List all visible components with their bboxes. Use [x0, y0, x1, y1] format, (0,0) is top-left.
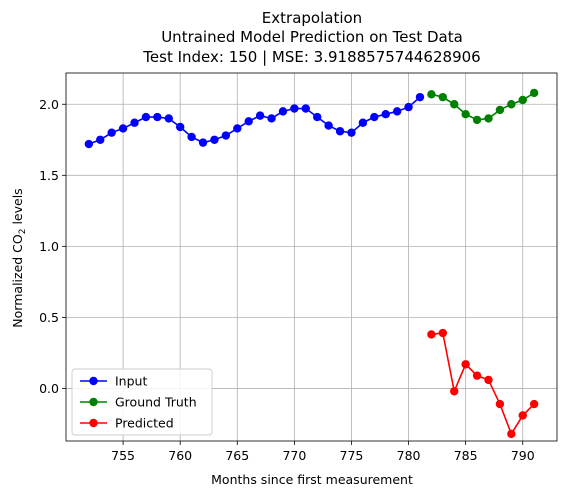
- predicted-line: [431, 332, 535, 436]
- y-axis-label-tail: levels: [10, 188, 25, 228]
- legend-box: [71, 368, 213, 436]
- title-line-3: Test Index: 150 | MSE: 3.918857574462890…: [142, 48, 480, 66]
- y-tick-label: 0.0: [39, 381, 59, 396]
- ground-truth-point: [484, 114, 493, 123]
- x-tick-label: 770: [282, 448, 306, 463]
- x-tick-label: 785: [454, 448, 478, 463]
- y-axis-label-main: Normalized CO: [10, 234, 25, 328]
- x-tick-label: 790: [511, 448, 535, 463]
- ground-truth-point: [427, 90, 436, 99]
- title-line-2: Untrained Model Prediction on Test Data: [161, 28, 463, 46]
- predicted-point: [495, 399, 505, 409]
- y-axis-ticks: 0.0 0.5 1.0 1.5 2.0: [39, 97, 66, 396]
- legend: Input Ground Truth Predicted: [71, 368, 213, 436]
- title-line-1: Extrapolation: [262, 9, 362, 27]
- input-point: [301, 104, 310, 113]
- input-point: [381, 110, 390, 119]
- predicted-point: [507, 429, 516, 439]
- input-point: [96, 135, 105, 144]
- input-point: [107, 128, 116, 137]
- input-point: [324, 121, 333, 130]
- legend-ground-truth-marker: [89, 397, 98, 407]
- ground-truth-point: [450, 100, 459, 109]
- predicted-point: [484, 375, 493, 385]
- input-point: [267, 114, 276, 123]
- predicted-point: [450, 387, 459, 396]
- input-point: [141, 112, 151, 122]
- input-point: [233, 124, 242, 133]
- input-point: [313, 112, 322, 122]
- plot-frame: [65, 72, 558, 442]
- input-point: [404, 102, 413, 112]
- input-point: [278, 107, 288, 116]
- plot-series: [84, 88, 539, 439]
- ground-truth-point: [495, 105, 505, 115]
- predicted-point: [461, 360, 470, 369]
- legend-predicted-label: Predicted: [115, 416, 174, 431]
- input-point: [221, 131, 231, 140]
- x-tick-label: 775: [340, 448, 364, 463]
- y-tick-label: 2.0: [39, 97, 59, 112]
- predicted-point: [472, 371, 482, 380]
- y-tick-label: 0.5: [39, 310, 59, 325]
- x-axis-ticks: 755 760 765 770 775 780 785 790: [111, 441, 535, 463]
- legend-ground-truth-label: Ground Truth: [115, 395, 197, 410]
- y-axis-label-subscript: 2: [18, 229, 28, 235]
- x-axis-label: Months since first measurement: [211, 472, 413, 487]
- ground-truth-point: [472, 115, 482, 125]
- input-point: [198, 138, 208, 147]
- input-point: [118, 124, 128, 133]
- input-point: [153, 112, 162, 122]
- ground-truth-point: [518, 95, 527, 105]
- chart-title: Extrapolation Untrained Model Prediction…: [142, 9, 480, 66]
- grid: [66, 73, 557, 441]
- legend-input-label: Input: [115, 374, 147, 389]
- y-tick-label: 1.5: [39, 168, 59, 183]
- predicted-point: [529, 399, 539, 409]
- y-tick-label: 1.0: [39, 239, 59, 254]
- input-point: [175, 122, 185, 132]
- input-point: [290, 104, 299, 113]
- ground-truth-line: [431, 92, 535, 121]
- ground-truth-point: [438, 92, 448, 102]
- x-tick-label: 765: [225, 448, 249, 463]
- input-point: [84, 139, 94, 149]
- x-tick-label: 780: [397, 448, 421, 463]
- input-point: [415, 92, 425, 102]
- input-point: [187, 132, 196, 142]
- predicted-point: [438, 328, 448, 338]
- input-point: [370, 112, 379, 122]
- ground-truth-point: [529, 88, 539, 98]
- legend-input-marker: [89, 376, 98, 386]
- input-point: [255, 111, 265, 120]
- ground-truth-point: [507, 100, 516, 109]
- ground-truth-point: [461, 110, 470, 119]
- input-point: [210, 135, 219, 144]
- input-point: [392, 107, 402, 116]
- y-axis-label: Normalized CO2 levels: [10, 188, 28, 327]
- input-point: [358, 118, 368, 127]
- x-tick-label: 755: [111, 448, 135, 463]
- predicted-point: [518, 411, 527, 420]
- input-point: [164, 114, 173, 123]
- x-tick-label: 760: [168, 448, 192, 463]
- input-point: [244, 117, 253, 126]
- legend-predicted-marker: [89, 418, 98, 428]
- input-point: [335, 127, 345, 136]
- predicted-point: [427, 330, 436, 339]
- input-point: [130, 118, 139, 127]
- input-point: [347, 128, 356, 137]
